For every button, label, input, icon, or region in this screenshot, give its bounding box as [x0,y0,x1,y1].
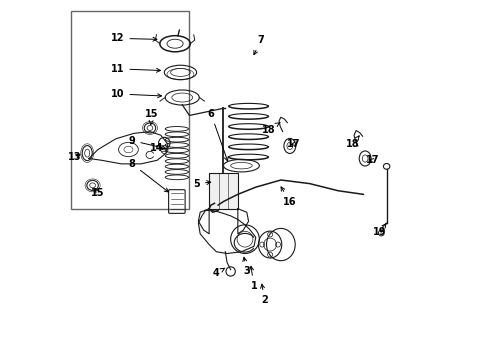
Text: 15: 15 [91,188,105,198]
Text: 8: 8 [128,159,169,192]
Text: 10: 10 [111,89,162,99]
Text: 15: 15 [145,109,158,125]
Bar [71,12,190,209]
Bar [209,173,238,209]
Text: 18: 18 [262,122,280,135]
Text: 17: 17 [366,155,379,165]
Text: 12: 12 [111,33,157,43]
Text: 5: 5 [193,179,211,189]
Text: 13: 13 [68,152,81,162]
Text: 17: 17 [287,139,300,149]
Text: 14: 14 [150,143,164,153]
Text: 4: 4 [213,268,225,278]
Text: 19: 19 [373,224,386,237]
Text: 16: 16 [281,187,296,207]
Text: 3: 3 [243,257,250,276]
Text: 2: 2 [261,284,268,305]
Text: 7: 7 [254,35,265,55]
Text: 1: 1 [249,266,257,291]
Text: 9: 9 [129,136,166,150]
Text: 6: 6 [208,109,228,161]
Text: 18: 18 [346,136,359,149]
Text: 11: 11 [111,64,160,74]
